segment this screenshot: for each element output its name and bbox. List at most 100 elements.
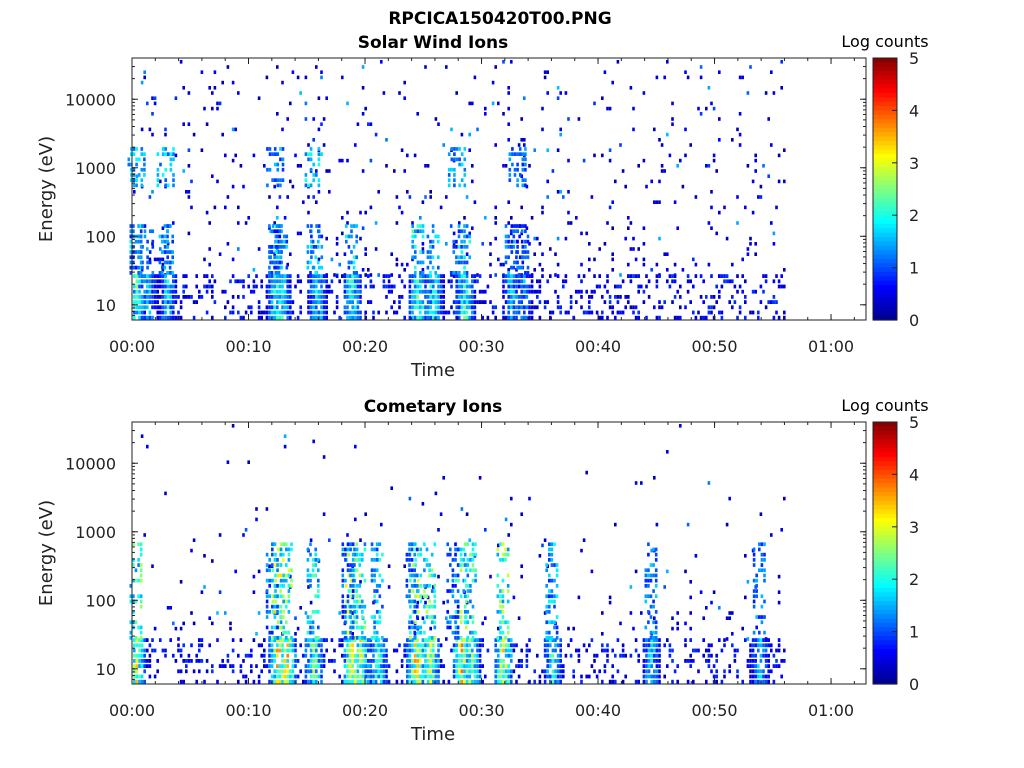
heat-cell bbox=[421, 242, 425, 246]
heat-cell bbox=[469, 630, 472, 635]
heat-cell bbox=[429, 271, 432, 275]
heat-cell bbox=[763, 573, 766, 578]
heat-cell bbox=[673, 669, 677, 674]
heat-cell bbox=[733, 648, 737, 653]
heat-cell bbox=[530, 279, 534, 284]
heat-cell bbox=[344, 630, 347, 635]
heat-cell bbox=[421, 669, 425, 674]
heat-cell bbox=[164, 648, 167, 653]
heat-cell bbox=[231, 184, 235, 189]
heat-cell bbox=[179, 669, 183, 674]
heat-cell bbox=[151, 279, 154, 284]
heat-cell bbox=[179, 648, 183, 653]
heat-cell bbox=[277, 250, 280, 254]
heat-cell bbox=[559, 127, 562, 132]
heat-cell bbox=[291, 648, 295, 653]
heat-cell bbox=[423, 558, 426, 562]
heat-cell bbox=[460, 239, 463, 244]
heat-cell bbox=[466, 542, 470, 547]
heat-cell bbox=[757, 679, 760, 684]
heat-cell bbox=[453, 147, 456, 151]
heat-cell bbox=[148, 195, 152, 199]
heat-cell bbox=[556, 674, 560, 679]
heat-cell bbox=[370, 615, 374, 619]
heat-cell bbox=[280, 229, 283, 234]
heat-cell bbox=[413, 274, 417, 278]
heat-cell bbox=[645, 184, 648, 189]
heat-cell bbox=[265, 664, 269, 668]
heat-cell bbox=[652, 563, 655, 567]
heat-cell bbox=[141, 224, 144, 228]
heat-cell bbox=[689, 638, 692, 642]
heat-cell bbox=[286, 669, 289, 674]
heat-cell bbox=[736, 674, 739, 679]
heat-cell bbox=[185, 669, 188, 674]
heat-cell bbox=[375, 558, 379, 562]
heat-cell bbox=[268, 284, 271, 289]
heat-cell bbox=[452, 250, 456, 254]
heat-cell bbox=[377, 669, 380, 674]
colorbar-segment bbox=[873, 132, 897, 138]
heat-cell bbox=[164, 284, 167, 289]
heat-cell bbox=[728, 300, 731, 304]
heat-cell bbox=[273, 265, 276, 270]
heat-cell bbox=[772, 91, 776, 95]
heat-cell bbox=[213, 86, 217, 90]
heat-cell bbox=[463, 255, 466, 260]
heat-cell bbox=[425, 610, 429, 614]
heat-cell bbox=[416, 284, 419, 289]
heat-cell bbox=[510, 231, 513, 236]
heat-cell bbox=[317, 127, 321, 132]
heat-cell bbox=[580, 305, 583, 310]
heat-cell bbox=[409, 578, 412, 583]
heat-cell bbox=[135, 162, 138, 167]
heat-cell bbox=[320, 75, 323, 80]
heat-cell bbox=[652, 620, 655, 625]
heat-cell bbox=[148, 274, 152, 278]
heat-cell bbox=[460, 250, 464, 254]
heat-cell bbox=[322, 653, 326, 658]
heat-cell bbox=[593, 153, 596, 158]
heat-cell bbox=[268, 653, 271, 658]
heat-cell bbox=[538, 279, 542, 284]
heat-cell bbox=[752, 599, 756, 604]
heat-cell bbox=[598, 284, 601, 289]
heat-cell bbox=[516, 183, 519, 188]
heat-cell bbox=[728, 496, 731, 501]
heat-cell bbox=[408, 648, 412, 653]
heat-cell bbox=[550, 578, 554, 583]
heat-cell bbox=[137, 265, 140, 270]
heat-cell bbox=[133, 190, 136, 194]
heat-cell bbox=[309, 669, 313, 674]
heat-cell bbox=[550, 547, 554, 552]
heat-cell bbox=[322, 305, 326, 310]
heat-cell bbox=[281, 167, 285, 172]
heat-cell bbox=[523, 138, 526, 142]
heat-cell bbox=[510, 643, 513, 648]
heat-cell bbox=[658, 679, 661, 684]
heat-cell bbox=[130, 173, 133, 177]
heat-cell bbox=[446, 599, 449, 604]
heat-cell bbox=[590, 289, 594, 294]
heat-cell bbox=[759, 659, 763, 663]
heat-cell bbox=[408, 659, 412, 663]
heat-cell bbox=[239, 315, 243, 320]
heat-cell bbox=[416, 589, 419, 593]
heat-cell bbox=[413, 153, 417, 158]
heat-cell bbox=[530, 274, 534, 278]
heat-cell bbox=[463, 300, 466, 304]
heat-cell bbox=[588, 300, 591, 304]
heat-cell bbox=[369, 674, 373, 679]
heat-cell bbox=[283, 434, 287, 438]
heat-cell bbox=[718, 70, 721, 74]
colorbar-segment bbox=[873, 430, 897, 436]
heat-cell bbox=[524, 147, 527, 151]
heat-cell bbox=[363, 625, 367, 630]
heat-cell bbox=[167, 183, 170, 188]
heat-cell bbox=[373, 589, 376, 593]
heat-cell bbox=[666, 132, 669, 137]
heat-cell bbox=[148, 127, 152, 132]
heat-cell bbox=[281, 310, 284, 315]
heat-cell bbox=[273, 315, 276, 320]
heat-cell bbox=[497, 543, 500, 548]
